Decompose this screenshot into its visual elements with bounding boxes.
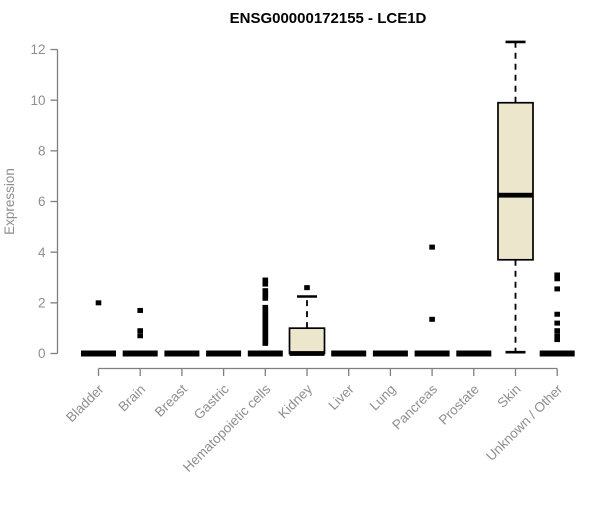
- y-axis-title: Expression: [2, 168, 17, 235]
- outlier-point: [554, 328, 560, 334]
- x-tick-label: Brain: [115, 382, 148, 415]
- collapsed-box: [456, 350, 492, 357]
- collapsed-box: [81, 350, 116, 357]
- outlier-point: [554, 272, 560, 278]
- outlier-point: [262, 290, 269, 296]
- collapsed-box: [414, 350, 450, 357]
- y-tick-label: 4: [38, 245, 46, 260]
- outlier-point: [95, 300, 102, 306]
- outlier-point: [304, 285, 310, 291]
- outlier-point: [554, 320, 560, 326]
- outlier-point: [262, 281, 269, 287]
- outlier-point: [137, 328, 143, 334]
- chart-title: ENSG00000172155 - LCE1D: [230, 10, 427, 27]
- x-tick-label: Pancreas: [389, 381, 440, 432]
- outlier-point: [554, 276, 560, 282]
- outlier-point: [262, 277, 269, 283]
- x-tick-label: Bladder: [63, 381, 107, 425]
- box: [497, 101, 534, 261]
- collapsed-box: [206, 350, 242, 357]
- collapsed-box: [247, 350, 283, 357]
- y-tick-label: 2: [38, 296, 46, 311]
- y-tick-label: 10: [30, 93, 45, 108]
- outlier-point: [262, 293, 269, 299]
- outlier-point: [137, 307, 143, 313]
- box: [288, 327, 326, 355]
- outlier-point: [429, 244, 435, 250]
- x-tick-label: Unknown / Other: [483, 381, 566, 464]
- outlier-point: [262, 340, 269, 346]
- x-tick-label: Liver: [326, 381, 358, 413]
- x-tick-label: Skin: [494, 382, 523, 411]
- outlier-point: [262, 295, 269, 301]
- outlier-point: [554, 333, 560, 339]
- median-line: [498, 192, 533, 198]
- x-tick-label: Kidney: [275, 381, 315, 421]
- outlier-point: [137, 333, 143, 339]
- x-tick-label: Breast: [152, 381, 190, 419]
- x-tick-label: Prostate: [436, 382, 482, 428]
- collapsed-box: [331, 350, 367, 357]
- outlier-point: [554, 337, 560, 343]
- y-tick-label: 6: [38, 194, 46, 209]
- collapsed-box: [122, 350, 158, 357]
- y-tick-label: 0: [38, 346, 46, 361]
- y-tick-label: 12: [30, 42, 45, 57]
- x-tick-label: Lung: [367, 382, 399, 414]
- median-line: [289, 351, 325, 356]
- collapsed-box: [539, 350, 575, 357]
- x-tick-label: Gastric: [191, 381, 232, 422]
- collapsed-box: [164, 350, 200, 357]
- outlier-point: [429, 316, 435, 322]
- outlier-point: [554, 311, 560, 317]
- outlier-point: [262, 288, 269, 294]
- collapsed-box: [372, 350, 408, 357]
- y-tick-label: 8: [38, 144, 46, 159]
- outlier-point: [554, 286, 560, 292]
